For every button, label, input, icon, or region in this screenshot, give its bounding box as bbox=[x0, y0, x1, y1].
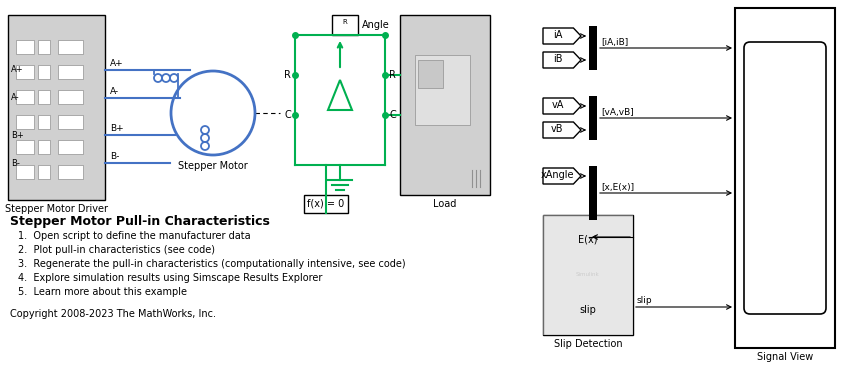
Bar bbox=[38, 65, 50, 79]
Text: B+: B+ bbox=[110, 124, 124, 133]
Polygon shape bbox=[543, 52, 581, 68]
Text: iA: iA bbox=[553, 30, 562, 40]
Bar bbox=[589, 26, 597, 70]
Text: Load: Load bbox=[433, 199, 457, 209]
Bar bbox=[58, 90, 83, 104]
Text: [vA,vB]: [vA,vB] bbox=[601, 108, 634, 117]
Text: slip: slip bbox=[580, 305, 597, 315]
Bar bbox=[415, 55, 470, 125]
Text: 2.  Plot pull-in characteristics (see code): 2. Plot pull-in characteristics (see cod… bbox=[18, 245, 215, 255]
Text: Stepper Motor: Stepper Motor bbox=[178, 161, 248, 171]
Bar bbox=[38, 90, 50, 104]
Text: A-: A- bbox=[11, 93, 19, 102]
Bar bbox=[58, 40, 83, 54]
Bar bbox=[58, 140, 83, 154]
Text: Angle: Angle bbox=[362, 20, 389, 30]
Text: Stepper Motor Pull-in Characteristics: Stepper Motor Pull-in Characteristics bbox=[10, 215, 270, 228]
Text: Stepper Motor Driver: Stepper Motor Driver bbox=[5, 204, 108, 214]
Text: Slip Detection: Slip Detection bbox=[554, 339, 622, 349]
Bar bbox=[304, 195, 348, 213]
Text: C: C bbox=[389, 110, 395, 120]
Bar bbox=[16, 90, 34, 104]
Text: [x,E(x)]: [x,E(x)] bbox=[601, 183, 634, 192]
Text: Simulink: Simulink bbox=[576, 272, 600, 277]
Bar bbox=[8, 15, 105, 200]
Text: 3.  Regenerate the pull-in characteristics (computationally intensive, see code): 3. Regenerate the pull-in characteristic… bbox=[18, 259, 405, 269]
Polygon shape bbox=[543, 28, 581, 44]
Bar bbox=[38, 165, 50, 179]
Text: B-: B- bbox=[11, 158, 20, 168]
Bar bbox=[58, 65, 83, 79]
Bar bbox=[38, 40, 50, 54]
Text: Copyright 2008-2023 The MathWorks, Inc.: Copyright 2008-2023 The MathWorks, Inc. bbox=[10, 309, 216, 319]
Text: B-: B- bbox=[110, 152, 120, 161]
Bar bbox=[735, 8, 835, 348]
Text: A+: A+ bbox=[11, 66, 24, 75]
Bar bbox=[38, 140, 50, 154]
Text: 1.  Open script to define the manufacturer data: 1. Open script to define the manufacture… bbox=[18, 231, 250, 241]
Text: [iA,iB]: [iA,iB] bbox=[601, 38, 628, 47]
Bar bbox=[16, 40, 34, 54]
Text: E(x): E(x) bbox=[578, 235, 598, 245]
Bar bbox=[16, 165, 34, 179]
Polygon shape bbox=[543, 122, 581, 138]
Bar bbox=[543, 215, 633, 335]
Bar bbox=[38, 115, 50, 129]
Text: A-: A- bbox=[110, 87, 119, 96]
Bar bbox=[589, 96, 597, 140]
Text: vB: vB bbox=[551, 124, 564, 134]
Text: iB: iB bbox=[553, 54, 562, 64]
Text: C: C bbox=[284, 110, 291, 120]
Bar bbox=[332, 15, 358, 35]
Text: R: R bbox=[284, 70, 291, 80]
Bar bbox=[16, 115, 34, 129]
Polygon shape bbox=[543, 168, 581, 184]
Text: xAngle: xAngle bbox=[540, 170, 574, 180]
Bar bbox=[589, 166, 597, 220]
Bar bbox=[58, 165, 83, 179]
Text: 5.  Learn more about this example: 5. Learn more about this example bbox=[18, 287, 187, 297]
Text: slip: slip bbox=[637, 296, 652, 305]
Text: R: R bbox=[342, 19, 347, 25]
Bar bbox=[58, 115, 83, 129]
Bar bbox=[16, 140, 34, 154]
Text: B+: B+ bbox=[11, 131, 24, 139]
Polygon shape bbox=[543, 98, 581, 114]
Text: R: R bbox=[389, 70, 396, 80]
Text: A+: A+ bbox=[110, 59, 124, 68]
Text: vA: vA bbox=[551, 100, 564, 110]
Text: 4.  Explore simulation results using Simscape Results Explorer: 4. Explore simulation results using Sims… bbox=[18, 273, 322, 283]
Text: f(x) = 0: f(x) = 0 bbox=[308, 198, 345, 208]
Bar bbox=[16, 65, 34, 79]
Bar bbox=[400, 15, 490, 195]
Text: Signal View: Signal View bbox=[757, 352, 813, 362]
Bar bbox=[543, 215, 633, 335]
Bar bbox=[418, 60, 443, 88]
FancyBboxPatch shape bbox=[744, 42, 826, 314]
